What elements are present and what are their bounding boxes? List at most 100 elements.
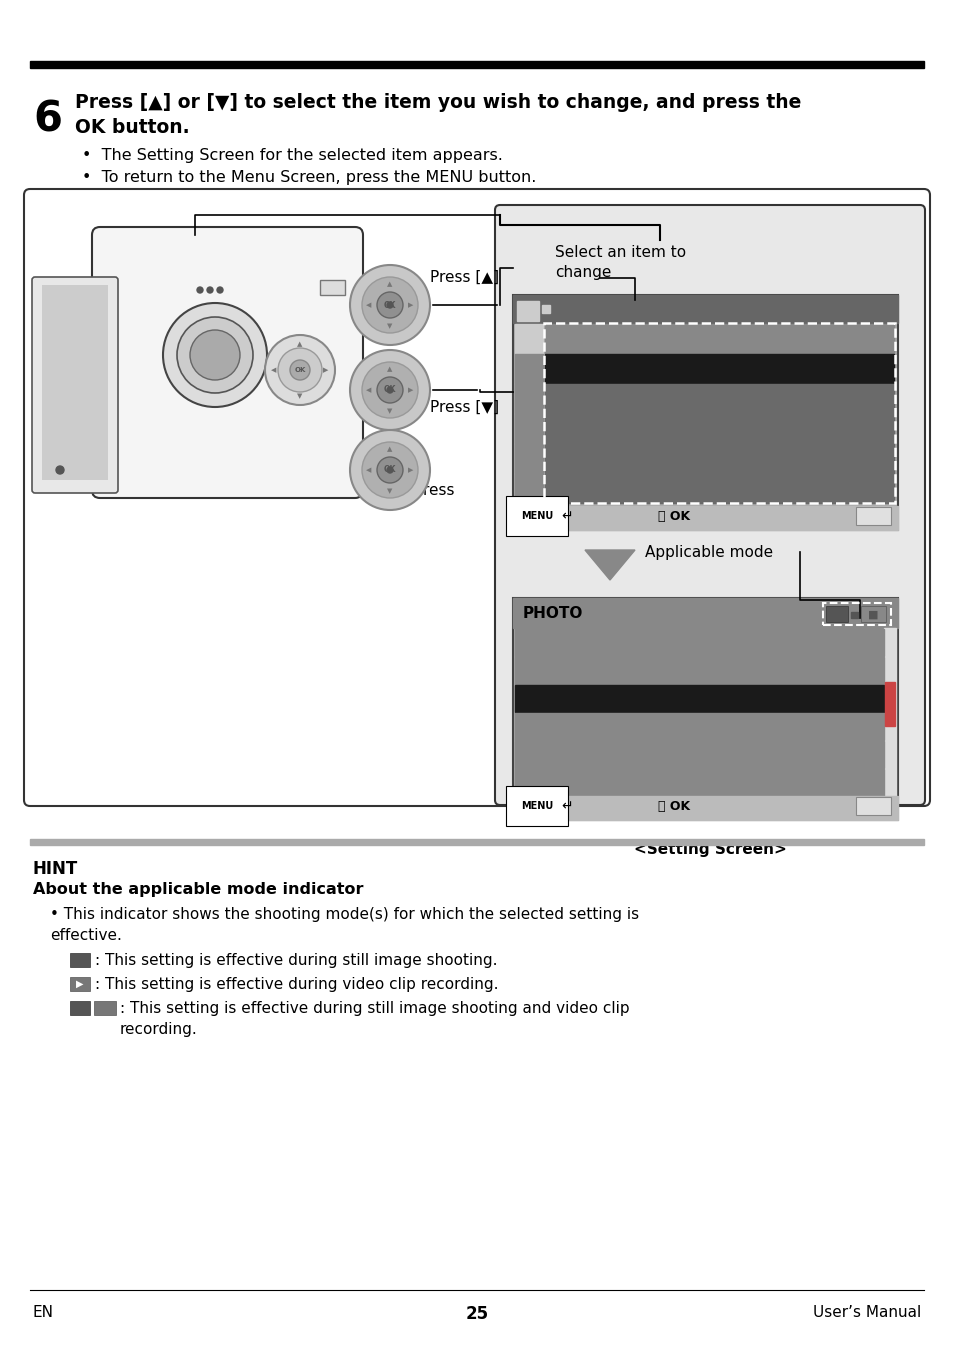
Text: : This setting is effective during still image shooting.: : This setting is effective during still… [95,954,497,968]
Text: 10M-S: 10M-S [520,721,558,733]
Text: ▶: ▶ [408,303,414,308]
Text: change: change [555,265,611,280]
Text: ◀: ◀ [366,303,372,308]
Text: OK button.: OK button. [75,118,190,137]
Circle shape [190,330,240,381]
Bar [70,1001,90,1015]
FancyBboxPatch shape [32,277,118,494]
Text: •  To return to the Menu Screen, press the MENU button.: • To return to the Menu Screen, press th… [82,169,536,186]
Bar [70,954,90,967]
Text: 12M: 12M [520,636,545,650]
Text: OK: OK [383,300,395,309]
Text: ⚒ 1: ⚒ 1 [518,425,538,434]
Bar [513,295,897,530]
FancyBboxPatch shape [91,227,363,498]
Bar [822,603,890,625]
Bar [861,607,885,621]
Bar [515,741,883,768]
Text: VIDEO: VIDEO [553,331,604,347]
Text: ▶: ▶ [873,394,882,404]
Bar [855,798,890,815]
Text: ◀: ◀ [366,387,372,393]
Bar [513,506,897,530]
Text: SELF-TIMER: SELF-TIMER [553,482,647,496]
Text: 2: 2 [525,455,532,465]
Text: ■ 1: ■ 1 [518,335,538,346]
Text: PHOTO: PHOTO [553,362,611,377]
Bar [515,685,883,712]
Circle shape [387,387,393,393]
Text: •  The Setting Screen for the selected item appears.: • The Setting Screen for the selected it… [82,148,502,163]
Bar [515,769,883,796]
FancyArrow shape [541,305,550,313]
Bar [825,607,847,621]
Text: ▼: ▼ [297,393,302,399]
Text: 4480x2520[16:9]: 4480x2520[16:9] [582,664,703,678]
Text: ▲: ▲ [297,342,302,347]
Text: 3: 3 [525,395,532,405]
Circle shape [376,377,402,404]
Bar [513,599,897,628]
Text: ✓ 10M-H: ✓ 10M-H [520,693,578,706]
Text: ▶: ▶ [873,334,882,344]
Text: PHOTO: PHOTO [522,605,583,620]
Text: 2M: 2M [520,776,538,790]
Circle shape [177,317,253,393]
Text: HINT: HINT [33,859,78,878]
Circle shape [265,335,335,405]
Text: OK: OK [383,386,395,394]
Text: ▼: ▼ [387,323,393,330]
Bar [513,796,897,820]
Text: LED LIGHT: LED LIGHT [553,452,639,467]
Text: 3: 3 [525,486,532,495]
Circle shape [361,277,417,334]
Bar [30,839,923,845]
Text: ▶: ▶ [408,467,414,473]
Text: ▶: ▶ [323,367,329,373]
Circle shape [290,360,310,381]
Text: 3648x2736: 3648x2736 [582,691,669,706]
Bar [517,301,538,321]
Text: 25: 25 [465,1305,488,1323]
Bar [515,385,542,413]
Text: ▶: ▶ [873,424,882,434]
Bar [883,628,895,796]
Text: Applicable mode: Applicable mode [644,545,772,560]
Bar [515,444,542,473]
Text: SCENE SELECT: SCENE SELECT [553,391,672,406]
Text: ▲: ▲ [387,281,393,286]
Bar [544,324,893,352]
Bar [515,414,542,443]
Text: • This indicator shows the shooting mode(s) for which the selected setting is
ef: • This indicator shows the shooting mode… [50,907,639,943]
Text: Press: Press [415,483,455,498]
Text: ◀: ◀ [271,367,276,373]
Bar [319,280,345,295]
Circle shape [387,467,393,473]
Circle shape [216,286,223,293]
Text: About the applicable mode indicator: About the applicable mode indicator [33,882,363,897]
Circle shape [376,292,402,317]
Text: : This setting is effective during still image shooting and video clip
recording: : This setting is effective during still… [120,1001,629,1037]
Circle shape [196,286,203,293]
Text: ▼: ▼ [387,488,393,494]
Circle shape [350,430,430,510]
Text: ⓞ OK: ⓞ OK [658,799,689,812]
Text: User’s Manual: User’s Manual [812,1305,920,1319]
Bar [544,444,893,473]
Text: ◀: ◀ [366,467,372,473]
Text: ↵: ↵ [560,508,572,523]
Circle shape [207,286,213,293]
Text: FILTER: FILTER [553,421,606,437]
Text: MENU: MENU [520,511,553,521]
Text: <Setting Screen>: <Setting Screen> [633,842,785,857]
Text: 4000x3000: 4000x3000 [582,636,660,650]
Text: Select an item to: Select an item to [555,245,685,260]
Bar [543,323,894,503]
Bar [515,629,883,656]
Bar [544,354,893,383]
Bar [515,713,883,740]
Text: 6: 6 [33,98,62,140]
Bar [515,354,542,383]
Text: OK: OK [294,367,305,373]
Text: ■: ■ [867,611,878,620]
